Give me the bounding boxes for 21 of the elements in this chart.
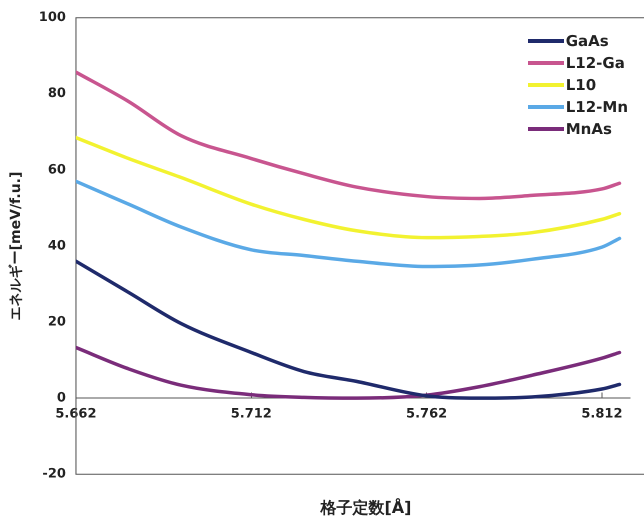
y-axis-title: エネルギー[meV/f.u.] xyxy=(8,172,24,320)
legend-label: L12-Mn xyxy=(566,98,628,116)
y-tick-label: 100 xyxy=(38,10,66,26)
legend-label: GaAs xyxy=(566,32,609,50)
legend-label: MnAs xyxy=(566,120,612,138)
y-tick-label: 40 xyxy=(48,238,66,254)
y-tick-label: -20 xyxy=(42,466,66,482)
line-series xyxy=(76,180,622,268)
legend-label: L10 xyxy=(566,76,596,94)
x-tick-label: 5.712 xyxy=(230,406,272,422)
x-tick-label: 5.762 xyxy=(406,406,448,422)
y-tick-label: 60 xyxy=(48,162,66,178)
line-series xyxy=(76,346,622,400)
y-tick-label: 0 xyxy=(56,390,66,406)
y-tick-label: 20 xyxy=(48,314,66,330)
line-series xyxy=(76,259,622,400)
line-series xyxy=(76,136,622,240)
x-axis-title: 格子定数[Å] xyxy=(319,498,412,519)
x-tick-label: 5.812 xyxy=(581,406,623,422)
y-tick-label: 80 xyxy=(48,86,66,102)
legend-label: L12-Ga xyxy=(566,54,625,72)
